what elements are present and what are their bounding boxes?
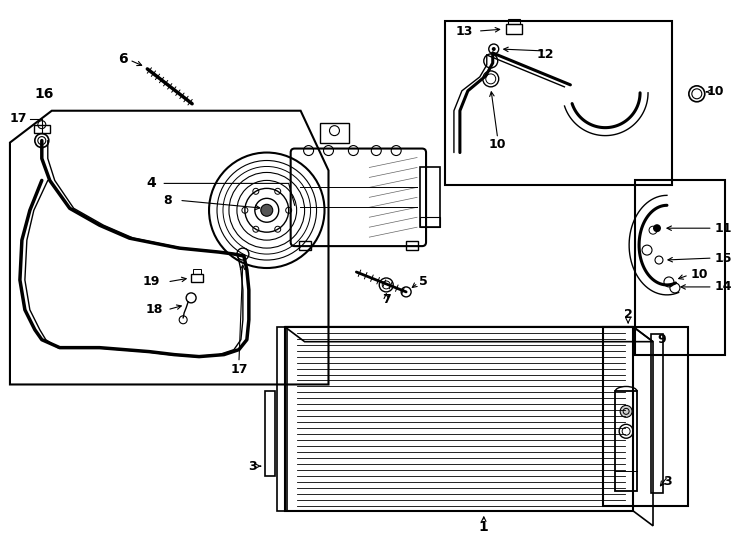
Bar (635, 180, 724, 355)
Circle shape (261, 204, 273, 216)
Text: 11: 11 (715, 222, 733, 235)
Text: 10: 10 (691, 268, 708, 281)
Text: 16: 16 (34, 87, 54, 101)
Bar (406, 241, 418, 250)
Text: 12: 12 (537, 49, 554, 62)
Bar (34, 125, 50, 133)
Bar (191, 274, 203, 282)
Text: 10: 10 (707, 85, 724, 98)
Bar (506, 24, 522, 34)
Bar (420, 217, 440, 227)
Text: 13: 13 (455, 25, 473, 38)
Bar (299, 241, 310, 250)
Text: 7: 7 (382, 293, 390, 306)
Text: 3: 3 (664, 475, 672, 488)
Bar (193, 269, 201, 274)
Text: 18: 18 (145, 303, 163, 316)
Text: 4: 4 (146, 177, 156, 191)
Text: 17: 17 (9, 112, 26, 125)
Text: 9: 9 (658, 333, 666, 346)
Text: 14: 14 (715, 280, 733, 293)
Text: 1: 1 (479, 520, 489, 534)
Bar (615, 392, 637, 491)
Bar (651, 334, 663, 493)
Circle shape (492, 47, 495, 51)
Text: 2: 2 (624, 308, 633, 321)
Text: 15: 15 (715, 252, 733, 265)
Bar (285, 327, 633, 511)
Bar (319, 123, 349, 143)
Text: 5: 5 (418, 275, 427, 288)
Bar (277, 327, 287, 511)
Bar (265, 392, 275, 476)
Text: 8: 8 (163, 194, 172, 207)
Text: 3: 3 (249, 460, 257, 472)
Text: 19: 19 (142, 275, 160, 288)
Bar (603, 327, 688, 506)
Text: 10: 10 (489, 138, 506, 151)
Bar (445, 21, 672, 185)
Circle shape (653, 224, 661, 232)
Bar (420, 167, 440, 227)
Text: 17: 17 (230, 363, 247, 376)
Text: 6: 6 (119, 52, 128, 66)
Circle shape (620, 406, 632, 417)
Bar (508, 19, 520, 24)
